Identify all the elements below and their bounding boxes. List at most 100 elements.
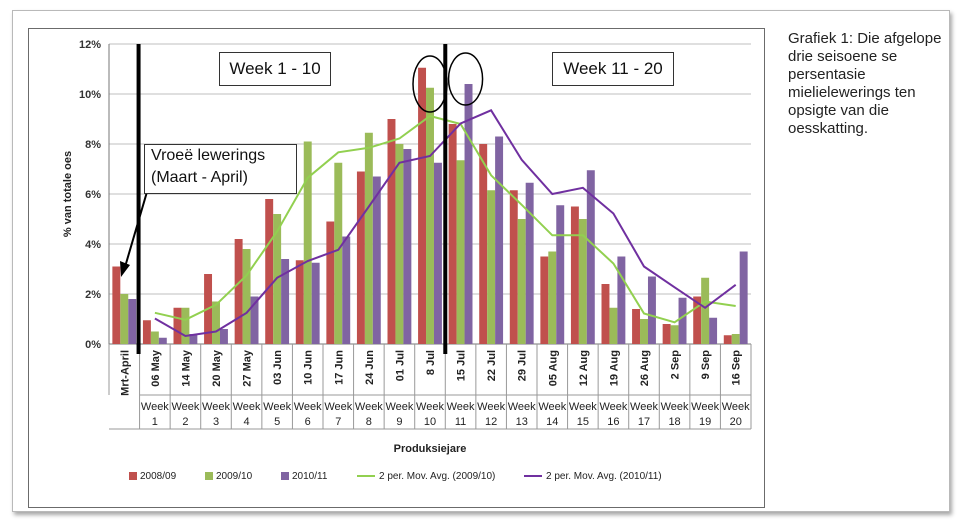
bar — [387, 119, 396, 344]
bar — [418, 67, 427, 344]
y-tick-label: 6% — [85, 189, 101, 201]
legend-entry: 2 per. Mov. Avg. (2009/10) — [379, 471, 495, 482]
bar — [570, 206, 579, 344]
week-label: Week — [416, 401, 444, 413]
bar — [670, 325, 679, 344]
week-label: Week — [385, 401, 413, 413]
bar — [693, 296, 702, 344]
bar — [525, 182, 534, 344]
bar — [601, 284, 610, 344]
bar — [356, 171, 365, 344]
figure-caption: Grafiek 1: Die afgelope drie seisoene se… — [788, 30, 942, 137]
week-number-label: 2 — [182, 416, 188, 428]
x-axis-title: Produksiejare — [394, 443, 467, 455]
bar — [479, 144, 488, 344]
week-number-label: 3 — [213, 416, 219, 428]
bar — [181, 307, 190, 344]
bar — [433, 162, 442, 344]
x-tick-label: 20 May — [211, 349, 223, 387]
bar — [509, 190, 518, 344]
bar — [640, 319, 648, 344]
week-number-label: 7 — [335, 416, 341, 428]
y-axis-title: % van totale oes — [62, 151, 74, 237]
week-label: Week — [202, 401, 230, 413]
bar — [426, 87, 434, 344]
bar — [701, 277, 710, 344]
annotation-arrow — [124, 184, 150, 268]
annotation-week-1-10: Week 1 - 10 — [219, 52, 331, 86]
annotation-early-line2: (Maart - April) — [151, 169, 248, 186]
week-number-label: 14 — [546, 416, 558, 428]
x-tick-label: 14 May — [180, 349, 192, 387]
week-number-label: 17 — [638, 416, 650, 428]
x-tick-label: 17 Jun — [333, 350, 345, 385]
bar — [334, 162, 343, 344]
x-tick-label: 2 Sep — [670, 350, 682, 380]
x-tick-label: 9 Sep — [700, 350, 712, 380]
week-number-label: 18 — [668, 416, 680, 428]
bar — [403, 149, 412, 344]
bar — [326, 221, 335, 344]
week-number-label: 19 — [699, 416, 711, 428]
x-tick-label: 15 Jul — [456, 350, 468, 381]
bar — [128, 299, 137, 344]
y-tick-label: 0% — [85, 339, 101, 351]
y-tick-label: 10% — [79, 89, 101, 101]
bar — [723, 335, 732, 344]
x-tick-label: 03 Jun — [272, 350, 284, 385]
bar — [662, 324, 671, 344]
highlight-ellipse-week-10 — [412, 55, 448, 113]
bar — [189, 334, 198, 344]
week-number-label: 5 — [274, 416, 280, 428]
bar — [464, 84, 473, 344]
week-number-label: 1 — [152, 416, 158, 428]
bar — [295, 260, 304, 344]
annotation-week-11-20: Week 11 - 20 — [552, 52, 674, 86]
x-tick-label: 05 Aug — [547, 350, 559, 386]
bar — [311, 262, 320, 344]
legend-swatch — [129, 472, 137, 480]
legend-entry: 2009/10 — [216, 471, 253, 482]
week-label: Week — [294, 401, 322, 413]
week-number-label: 8 — [366, 416, 372, 428]
bar — [487, 190, 496, 344]
bar — [395, 144, 404, 344]
week-label: Week — [447, 401, 475, 413]
week-number-label: 15 — [577, 416, 589, 428]
bar — [548, 251, 557, 344]
bar — [372, 176, 381, 344]
week-label: Week — [538, 401, 566, 413]
bar — [342, 236, 351, 344]
bar — [219, 329, 228, 344]
bar — [647, 276, 656, 344]
week-label: Week — [508, 401, 536, 413]
bar — [739, 251, 748, 344]
week-label: Week — [661, 401, 689, 413]
week-label: Week — [477, 401, 505, 413]
bar — [120, 294, 129, 344]
bar — [265, 199, 274, 344]
week-label: Week — [171, 401, 199, 413]
chart-svg: 0% 2% 4% 6% 8% 10% 12% % van totale oes Mrt-Apri… — [62, 39, 752, 482]
chart-area: 0% 2% 4% 6% 8% 10% 12% % van totale oes Mrt-Apri… — [28, 28, 765, 508]
week-label: Week — [355, 401, 383, 413]
bar — [112, 266, 121, 344]
bar — [281, 259, 290, 344]
x-tick-label: 27 May — [242, 349, 254, 387]
bar — [709, 317, 718, 344]
annotation-arrowhead — [120, 261, 130, 277]
week-number-label: 10 — [424, 416, 436, 428]
bar — [586, 170, 595, 344]
bar — [142, 320, 151, 344]
x-tick-label: 22 Jul — [486, 350, 498, 381]
week-label: Week — [599, 401, 627, 413]
bar — [212, 301, 220, 344]
week-label: Week — [141, 401, 169, 413]
week-number-label: 4 — [244, 416, 250, 428]
bar — [632, 309, 641, 344]
x-tick-label: 16 Sep — [731, 350, 743, 386]
bar — [250, 296, 259, 344]
bar — [234, 239, 243, 344]
week-number-label: 11 — [455, 416, 466, 428]
bar — [448, 124, 457, 344]
